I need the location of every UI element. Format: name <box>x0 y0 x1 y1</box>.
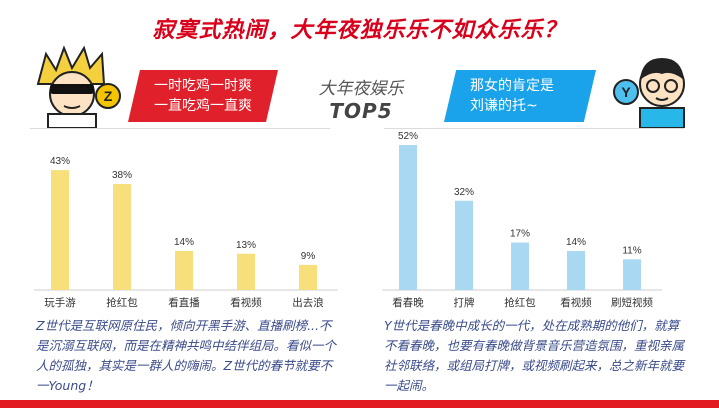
right-category-label-3: 看视频 <box>560 296 592 309</box>
right-bar-1 <box>455 200 473 290</box>
left-bar-1 <box>113 184 131 290</box>
left-divider <box>30 128 330 129</box>
right-divider <box>384 128 684 129</box>
right-category-label-4: 刷短视频 <box>611 296 653 309</box>
right-value-label-3: 14% <box>566 237 586 248</box>
right-category-label-1: 打牌 <box>454 296 475 309</box>
left-category-label-2: 看直播 <box>168 296 200 309</box>
right-bar-3 <box>567 250 585 290</box>
center-label: 大年夜娱乐 TOP5 <box>296 74 426 123</box>
left-category-label-4: 出去浪 <box>292 296 324 309</box>
left-bubble-line2: 一直吃鸡一直爽 <box>154 98 252 114</box>
left-value-label-2: 14% <box>174 237 194 248</box>
z-generation-avatar: Z <box>36 45 121 128</box>
right-category-label-2: 抢红包 <box>504 296 536 309</box>
left-value-label-4: 9% <box>301 251 316 262</box>
left-category-label-1: 抢红包 <box>106 296 138 309</box>
right-bar-0 <box>399 145 417 290</box>
left-bar-4 <box>299 264 317 290</box>
right-value-label-0: 52% <box>398 131 418 142</box>
center-label-line2: TOP5 <box>329 99 393 123</box>
left-bar-0 <box>51 170 69 290</box>
right-bubble-line1: 那女的肯定是 <box>470 78 554 94</box>
right-value-label-1: 32% <box>454 187 474 198</box>
left-category-label-0: 玩手游 <box>44 296 76 309</box>
right-bar-2 <box>511 242 529 290</box>
left-value-label-1: 38% <box>112 170 132 181</box>
z-badge: Z <box>104 88 113 104</box>
left-value-label-0: 43% <box>50 156 70 167</box>
left-speech-bubble: 一时吃鸡一时爽 一直吃鸡一直爽 <box>128 70 278 122</box>
right-description: Y世代是春晚中成长的一代，处在成熟期的他们，就算不看春晚，也要有春晚做背景音乐营… <box>384 318 685 393</box>
left-bar-3 <box>237 253 255 290</box>
left-value-label-3: 13% <box>236 240 256 251</box>
page-title: 寂寞式热闹，大年夜独乐乐不如众乐乐？ <box>152 18 567 43</box>
right-speech-bubble: 那女的肯定是 刘谦的托~ <box>444 70 596 122</box>
y-generation-avatar: Y <box>613 58 685 128</box>
left-description: Z世代是互联网原住民，倾向开黑手游、直播刷榜...不是沉溺互联网，而是在精神共鸣… <box>36 318 337 393</box>
bottom-accent-bar <box>0 400 719 408</box>
right-value-label-4: 11% <box>622 245 641 256</box>
right-value-label-2: 17% <box>510 229 530 240</box>
right-bubble-line2: 刘谦的托~ <box>470 98 538 114</box>
right-bar-4 <box>623 259 641 290</box>
left-bar-2 <box>175 250 193 290</box>
right-category-label-0: 看春晚 <box>392 296 424 309</box>
y-badge: Y <box>621 84 631 100</box>
center-label-line1: 大年夜娱乐 <box>318 79 404 99</box>
left-bubble-line1: 一时吃鸡一时爽 <box>154 78 252 94</box>
left-category-label-3: 看视频 <box>230 296 262 309</box>
